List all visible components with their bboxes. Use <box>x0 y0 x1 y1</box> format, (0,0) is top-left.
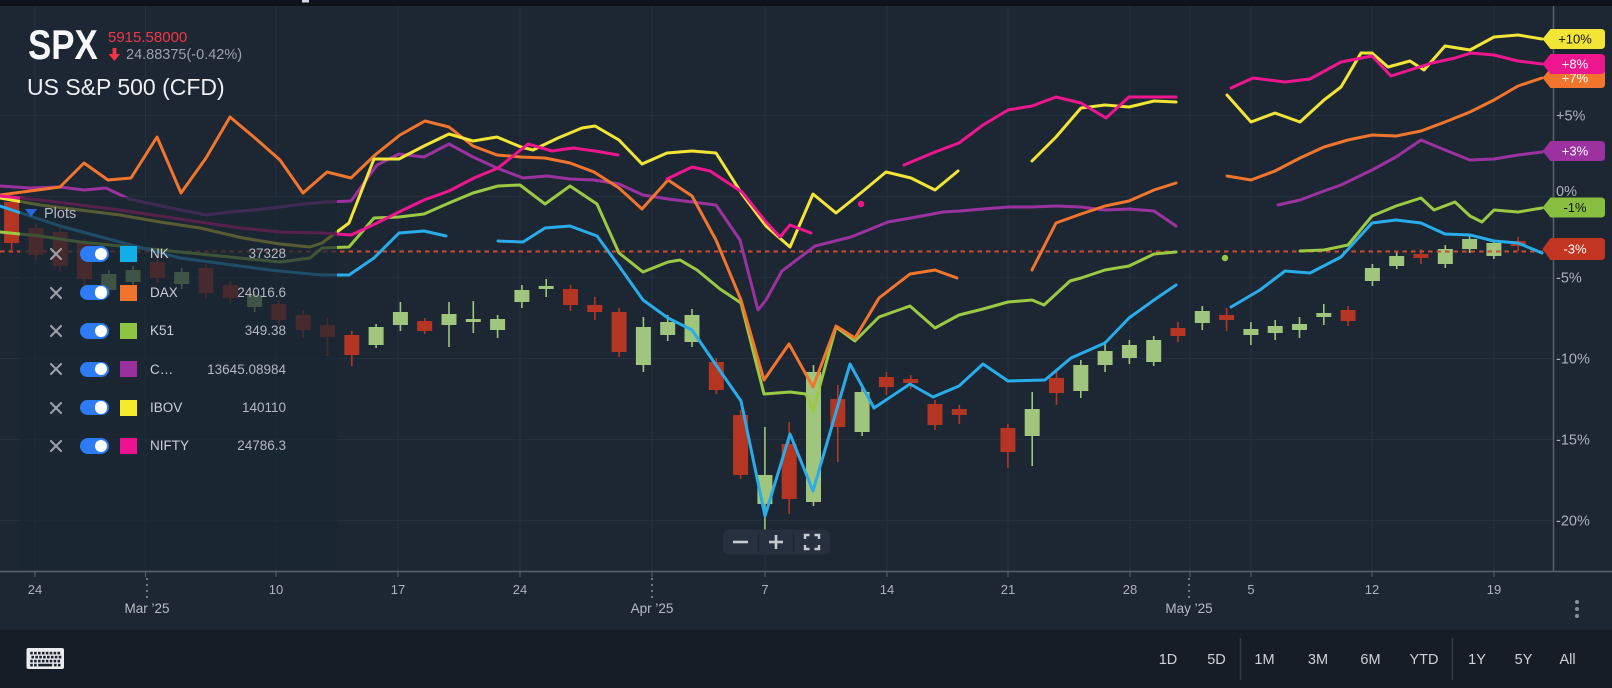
svg-text:28: 28 <box>1123 582 1137 597</box>
svg-text:+7%: +7% <box>1562 71 1589 86</box>
svg-text:5D: 5D <box>1207 652 1226 668</box>
svg-text:-15%: -15% <box>1556 433 1590 449</box>
svg-text:-5%: -5% <box>1556 271 1582 287</box>
svg-text:Mar ’25: Mar ’25 <box>124 601 169 616</box>
svg-text:7: 7 <box>761 582 768 597</box>
svg-text:10: 10 <box>269 582 283 597</box>
svg-text:+3%: +3% <box>1562 144 1589 159</box>
svg-text:5: 5 <box>1247 582 1254 597</box>
svg-text:-3%: -3% <box>1563 242 1587 257</box>
svg-text:YTD: YTD <box>1410 652 1439 668</box>
svg-text:1D: 1D <box>1159 652 1178 668</box>
svg-text:6M: 6M <box>1360 652 1380 668</box>
svg-text:All: All <box>1559 652 1575 668</box>
svg-text:+5%: +5% <box>1556 109 1586 125</box>
svg-text:-10%: -10% <box>1556 352 1590 368</box>
svg-text:24: 24 <box>513 582 527 597</box>
svg-text:0%: 0% <box>1556 184 1577 200</box>
svg-text:21: 21 <box>1001 582 1015 597</box>
svg-text:+10%: +10% <box>1558 32 1592 47</box>
svg-text:-1%: -1% <box>1563 200 1587 215</box>
svg-text:17: 17 <box>391 582 405 597</box>
svg-text:24: 24 <box>28 582 42 597</box>
svg-text:+8%: +8% <box>1562 57 1589 72</box>
svg-text:May ’25: May ’25 <box>1165 601 1212 616</box>
svg-text:14: 14 <box>880 582 894 597</box>
svg-text:-20%: -20% <box>1556 514 1590 530</box>
svg-text:12: 12 <box>1365 582 1379 597</box>
svg-text:3M: 3M <box>1308 652 1328 668</box>
svg-text:5Y: 5Y <box>1515 652 1533 668</box>
svg-text:19: 19 <box>1487 582 1501 597</box>
svg-text:1M: 1M <box>1254 652 1274 668</box>
svg-text:1Y: 1Y <box>1468 652 1486 668</box>
svg-text:Apr ’25: Apr ’25 <box>631 601 674 616</box>
